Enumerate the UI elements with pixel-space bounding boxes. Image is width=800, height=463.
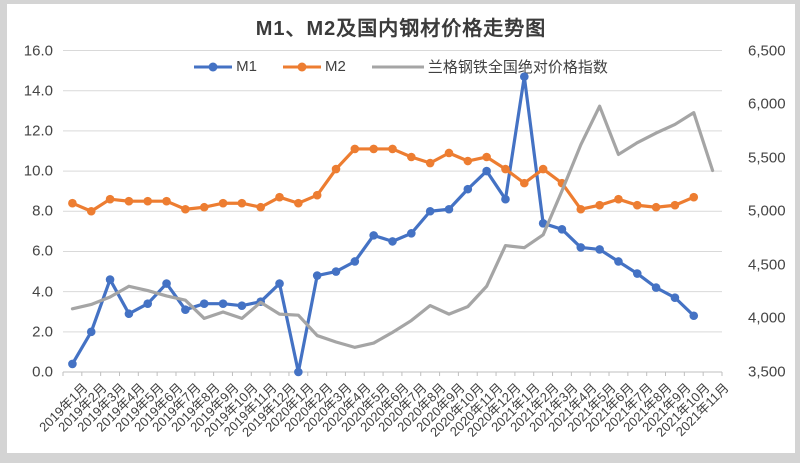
y-left-tick-label: 6.0: [32, 242, 53, 260]
y-left-tick-label: 8.0: [32, 202, 53, 220]
series-marker-1: [181, 204, 190, 214]
series-line-2: [70, 104, 715, 349]
y-left-tick-label: 4.0: [32, 283, 53, 301]
legend-item-m2: M2: [282, 58, 346, 75]
series-marker-1: [444, 148, 454, 158]
series-marker-0: [632, 269, 642, 278]
series-marker-0: [689, 311, 699, 321]
series-marker-0: [463, 184, 473, 194]
series-marker-0: [294, 367, 303, 377]
series-marker-1: [425, 158, 435, 168]
legend-label-m2: M2: [324, 58, 346, 75]
y-left-tick-label: 16.0: [23, 42, 53, 59]
series-marker-1: [538, 164, 548, 174]
series-line-0: [70, 75, 696, 374]
series-marker-0: [181, 305, 190, 315]
series-marker-0: [162, 279, 171, 288]
series-marker-1: [237, 198, 247, 208]
y-right-tick-label: 5,500: [748, 149, 786, 167]
series-marker-0: [124, 309, 134, 319]
y-left-tick-label: 2.0: [32, 323, 53, 341]
series-marker-1: [86, 206, 96, 216]
m2-line-marker-icon: [282, 62, 321, 71]
series-marker-1: [199, 202, 209, 212]
series-marker-0: [614, 257, 623, 266]
series-marker-0: [199, 299, 209, 308]
series-marker-0: [388, 237, 397, 246]
y-right-tick-label: 3,500: [748, 363, 786, 381]
series-marker-1: [632, 200, 642, 210]
series-marker-0: [576, 243, 586, 252]
series-marker-0: [218, 299, 228, 308]
series-marker-1: [689, 192, 699, 202]
series-marker-1: [501, 164, 510, 174]
series-marker-0: [68, 359, 77, 369]
series-marker-1: [576, 204, 586, 214]
y-right-tick-label: 5,000: [748, 202, 786, 220]
series-marker-0: [105, 275, 115, 284]
series-marker-1: [294, 198, 303, 208]
series-marker-1: [275, 192, 284, 202]
series-marker-0: [444, 204, 454, 214]
series-marker-0: [331, 267, 341, 276]
series-marker-0: [369, 231, 378, 240]
series-marker-0: [275, 279, 284, 288]
series-marker-0: [143, 299, 153, 308]
series-line-1: [70, 147, 696, 213]
series-marker-0: [350, 257, 360, 266]
series-marker-1: [350, 144, 360, 154]
series-marker-0: [425, 206, 435, 216]
y-right-tick-label: 4,000: [748, 309, 786, 327]
legend: M1 M2 兰格钢铁全国绝对价格指数: [7, 56, 795, 77]
series-marker-0: [312, 271, 322, 280]
series-marker-1: [312, 190, 322, 200]
y-left-tick-label: 14.0: [23, 82, 53, 100]
series-marker-0: [595, 245, 604, 254]
series-marker-1: [369, 144, 378, 154]
series-marker-1: [162, 196, 171, 206]
series-marker-1: [614, 194, 623, 204]
legend-label-m1: M1: [236, 58, 257, 75]
legend-label-steel-index: 兰格钢铁全国绝对价格指数: [427, 59, 608, 76]
series-marker-0: [520, 72, 529, 81]
y-left-tick-label: 12.0: [23, 122, 53, 140]
series-marker-0: [407, 229, 416, 238]
legend-item-m1: M1: [194, 58, 257, 75]
series-marker-0: [538, 219, 548, 228]
series-marker-1: [331, 164, 341, 174]
series-marker-1: [670, 200, 680, 210]
m1-line-marker-icon: [194, 62, 233, 71]
series-marker-0: [86, 327, 96, 337]
chart-title: M1、M2及国内钢材价格走势图: [255, 18, 547, 40]
y-right-tick-label: 4,500: [748, 256, 786, 274]
series-marker-1: [256, 202, 265, 212]
legend-item-steel-index: 兰格钢铁全国绝对价格指数: [371, 56, 608, 77]
series-marker-0: [651, 283, 661, 292]
series-marker-1: [407, 152, 416, 162]
series-marker-1: [143, 196, 153, 206]
series-marker-1: [388, 144, 397, 154]
series-marker-1: [218, 198, 228, 208]
series-marker-0: [237, 301, 247, 310]
plot-area: [62, 50, 723, 377]
y-right-tick-label: 6,000: [748, 95, 786, 113]
series-marker-0: [670, 293, 680, 302]
series-marker-1: [124, 196, 134, 206]
steel-index-line-icon: [371, 65, 424, 68]
series-marker-0: [557, 225, 567, 234]
y-left-tick-label: 0.0: [32, 363, 53, 381]
series-marker-1: [520, 178, 529, 188]
series-marker-0: [501, 194, 510, 204]
y-left-tick-label: 10.0: [23, 162, 53, 180]
series-marker-1: [68, 198, 77, 208]
series-marker-0: [482, 166, 491, 176]
series-marker-1: [595, 200, 604, 210]
series-marker-1: [463, 156, 473, 166]
series-marker-1: [651, 202, 661, 212]
y-right-tick-label: 6,500: [748, 42, 786, 59]
series-marker-1: [105, 194, 115, 204]
series-marker-1: [482, 152, 491, 162]
